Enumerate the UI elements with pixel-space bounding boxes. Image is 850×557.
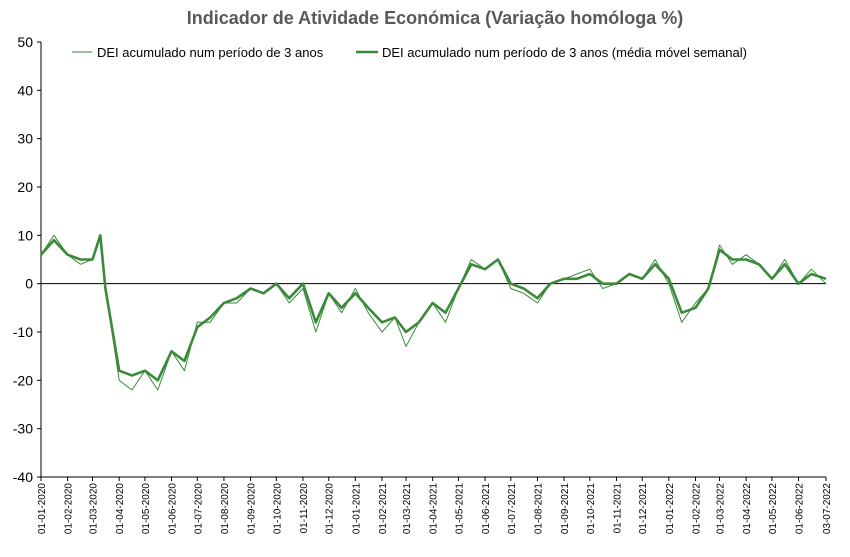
x-tick-label: 01-08-2021 [533, 483, 544, 535]
y-tick-label: 40 [17, 82, 33, 98]
x-tick-label: 01-09-2021 [560, 483, 571, 535]
x-tick-label: 01-07-2020 [193, 483, 204, 535]
x-tick-label: 01-01-2022 [665, 483, 676, 535]
x-tick-label: 01-05-2021 [454, 483, 465, 535]
x-tick-label: 01-02-2022 [691, 483, 702, 535]
x-tick-label: 01-05-2020 [141, 483, 152, 535]
x-tick-label: 01-11-2020 [299, 483, 310, 534]
y-tick-label: -10 [13, 324, 33, 340]
x-tick-label: 01-06-2022 [795, 483, 806, 535]
x-tick-label: 01-04-2020 [115, 483, 126, 535]
x-tick-label: 01-02-2021 [378, 483, 389, 535]
series-line-2 [40, 234, 827, 382]
chart-title: Indicador de Atividade Económica (Variaç… [186, 8, 684, 28]
x-tick-label: 01-10-2020 [272, 483, 283, 535]
x-tick-label: 01-12-2021 [638, 483, 649, 535]
x-tick-label: 01-01-2021 [351, 483, 362, 535]
x-tick-label: 01-06-2020 [168, 483, 179, 535]
x-tick-label: 01-03-2022 [716, 483, 727, 535]
chart-legend: DEI acumulado num período de 3 anos DEI a… [72, 45, 747, 60]
y-tick-label: 0 [25, 276, 33, 292]
legend-label-1: DEI acumulado num período de 3 anos [97, 45, 324, 60]
x-tick-label: 01-04-2021 [429, 483, 440, 535]
x-tick-label: 01-07-2021 [507, 483, 518, 535]
y-tick-label: -30 [13, 421, 33, 437]
x-tick-label: 01-10-2021 [586, 483, 597, 535]
x-tick-label: 01-09-2020 [247, 483, 258, 535]
x-tick-label: 01-06-2021 [481, 483, 492, 535]
y-tick-label: -40 [13, 469, 33, 485]
y-tick-label: 30 [17, 131, 33, 147]
y-tick-label: 10 [17, 227, 33, 243]
y-tick-label: 20 [17, 179, 33, 195]
series-line-1 [40, 234, 827, 391]
x-tick-label: 01-01-2020 [37, 483, 48, 535]
legend-label-2: DEI acumulado num período de 3 anos (méd… [382, 45, 747, 60]
x-tick-label: 01-08-2020 [220, 483, 231, 535]
x-tick-label: 01-02-2020 [64, 483, 75, 535]
x-tick-label: 01-11-2021 [612, 483, 623, 534]
x-tick-label: 01-12-2020 [325, 483, 336, 535]
x-tick-label: 01-05-2022 [768, 483, 779, 535]
chart-axes: 50 40 30 20 10 0 -10 -20 -30 -40 01-01-2020 01-02-2… [13, 34, 833, 534]
x-tick-label: 01-03-2020 [89, 483, 100, 535]
series-layer [40, 234, 827, 391]
y-tick-label: -20 [13, 372, 33, 388]
y-tick-label: 50 [17, 34, 33, 50]
x-tick-label: 01-04-2022 [742, 483, 753, 535]
x-tick-label: 01-03-2021 [402, 483, 413, 535]
x-tick-label: 03-07-2022 [822, 483, 833, 535]
